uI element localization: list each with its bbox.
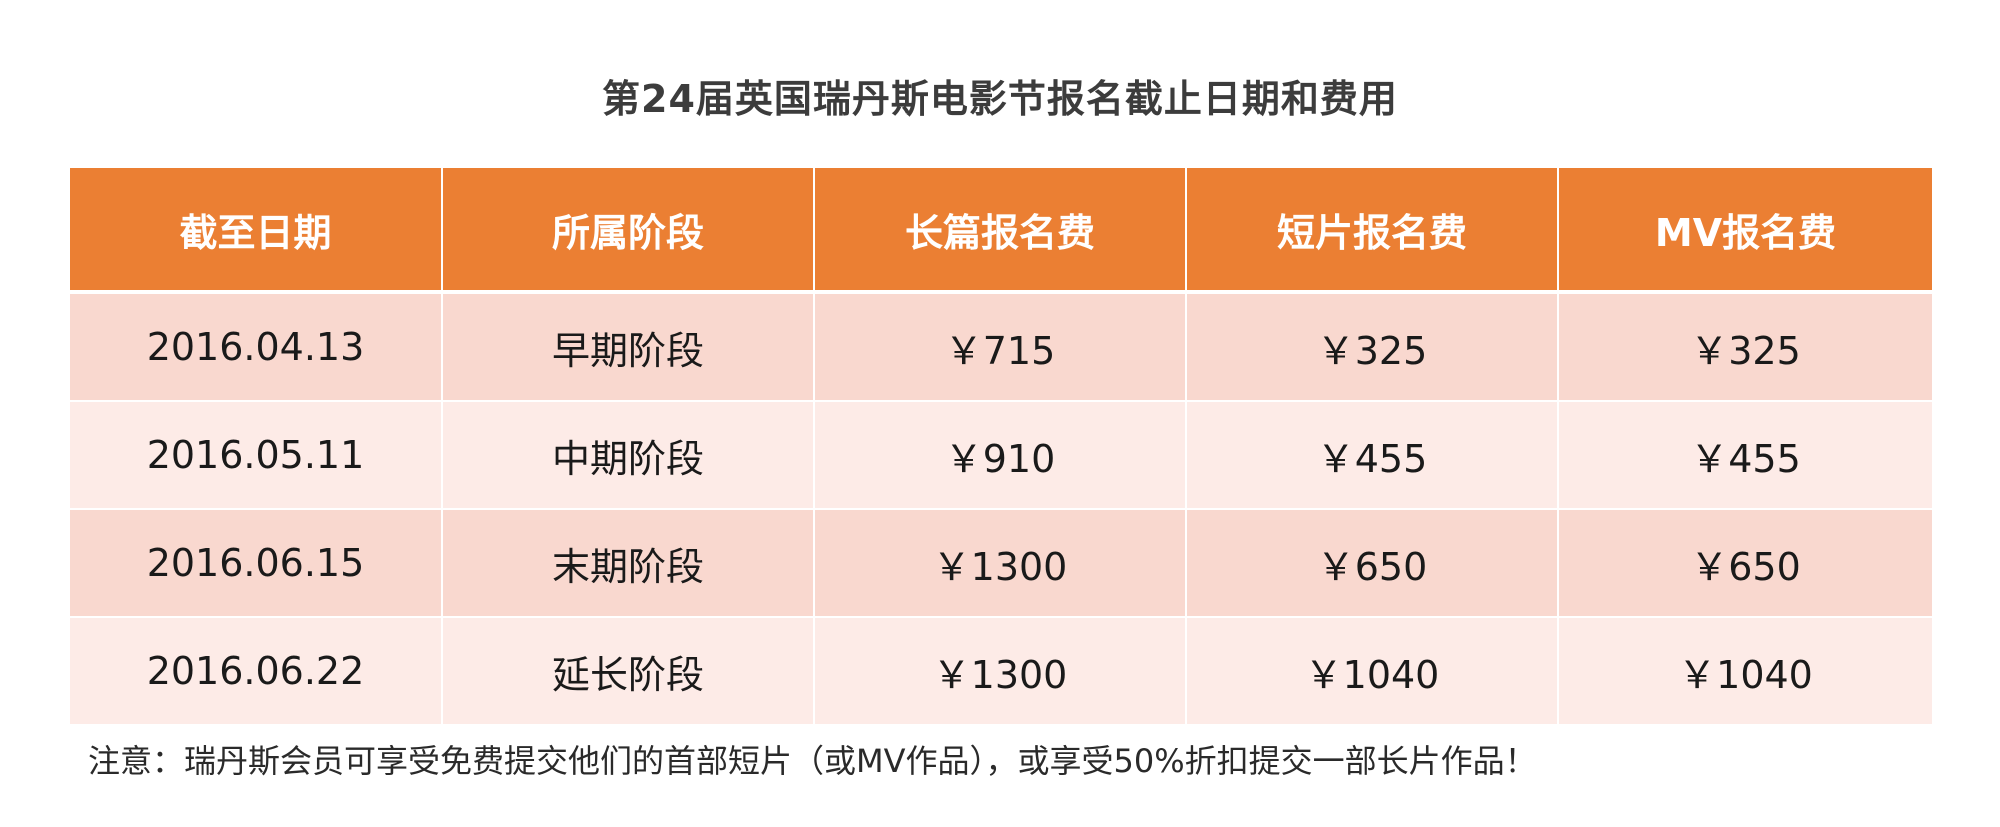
column-header-mv-fee: MV报名费 xyxy=(1558,168,1932,294)
cell-short-fee: ￥650 xyxy=(1186,509,1559,618)
fees-table: 截至日期 所属阶段 长篇报名费 短片报名费 MV报名费 2016.04.13 早… xyxy=(70,168,1932,726)
cell-deadline: 2016.05.11 xyxy=(70,401,443,510)
column-header-short-fee: 短片报名费 xyxy=(1186,168,1559,294)
cell-stage: 末期阶段 xyxy=(442,509,815,618)
cell-short-fee: ￥1040 xyxy=(1186,617,1559,726)
cell-feature-fee: ￥1300 xyxy=(814,509,1187,618)
cell-mv-fee: ￥455 xyxy=(1558,401,1932,510)
cell-stage: 中期阶段 xyxy=(442,401,815,510)
table-row: 2016.05.11 中期阶段 ￥910 ￥455 ￥455 xyxy=(70,401,1932,510)
column-header-stage: 所属阶段 xyxy=(442,168,815,294)
table-row: 2016.06.15 末期阶段 ￥1300 ￥650 ￥650 xyxy=(70,509,1932,618)
table-header-row: 截至日期 所属阶段 长篇报名费 短片报名费 MV报名费 xyxy=(70,168,1932,294)
cell-deadline: 2016.04.13 xyxy=(70,292,443,402)
column-header-deadline: 截至日期 xyxy=(70,168,443,294)
cell-feature-fee: ￥715 xyxy=(814,292,1187,402)
cell-mv-fee: ￥325 xyxy=(1558,292,1932,402)
cell-mv-fee: ￥1040 xyxy=(1558,617,1932,726)
cell-short-fee: ￥455 xyxy=(1186,401,1559,510)
cell-stage: 早期阶段 xyxy=(442,292,815,402)
cell-feature-fee: ￥910 xyxy=(814,401,1187,510)
table-row: 2016.04.13 早期阶段 ￥715 ￥325 ￥325 xyxy=(70,292,1932,402)
cell-deadline: 2016.06.15 xyxy=(70,509,443,618)
page-title: 第24届英国瑞丹斯电影节报名截止日期和费用 xyxy=(602,77,1398,121)
cell-feature-fee: ￥1300 xyxy=(814,617,1187,726)
cell-stage: 延长阶段 xyxy=(442,617,815,726)
cell-short-fee: ￥325 xyxy=(1186,292,1559,402)
cell-deadline: 2016.06.22 xyxy=(70,617,443,726)
table-row: 2016.06.22 延长阶段 ￥1300 ￥1040 ￥1040 xyxy=(70,617,1932,726)
cell-mv-fee: ￥650 xyxy=(1558,509,1932,618)
column-header-feature-fee: 长篇报名费 xyxy=(814,168,1187,294)
footnote: 注意：瑞丹斯会员可享受免费提交他们的首部短片（或MV作品），或享受50%折扣提交… xyxy=(88,742,1537,780)
